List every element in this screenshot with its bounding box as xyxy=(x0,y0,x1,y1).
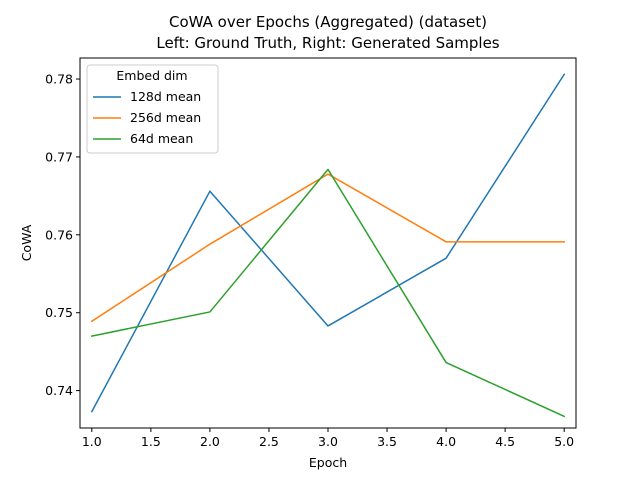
legend-label-256d: 256d mean xyxy=(130,110,201,125)
series-layer xyxy=(90,73,566,418)
y-tick-label: 0.74 xyxy=(45,383,73,398)
x-tick-label: 1.5 xyxy=(141,434,161,449)
y-tick-label: 0.75 xyxy=(45,305,73,320)
x-tick-label: 1.0 xyxy=(82,434,102,449)
legend-box xyxy=(86,64,219,154)
y-axis-ticks: 0.74 0.75 0.76 0.77 0.78 xyxy=(45,72,80,398)
legend-entry: 128d mean xyxy=(93,89,201,104)
legend-label-128d: 128d mean xyxy=(130,89,201,104)
series-line-64d xyxy=(90,168,566,418)
chart-title: CoWA over Epochs (Aggregated) (dataset) xyxy=(169,13,487,31)
legend-entry: 64d mean xyxy=(93,131,193,146)
legend: Embed dim 128d mean 256d mean 64d mean xyxy=(86,64,219,154)
legend-title: Embed dim xyxy=(116,68,187,83)
plot-area-frame xyxy=(79,57,577,429)
legend-label-64d: 64d mean xyxy=(130,131,193,146)
series-line-256d xyxy=(90,173,565,323)
y-axis-label: CoWA xyxy=(19,224,34,261)
legend-entry: 256d mean xyxy=(93,110,201,125)
x-tick-label: 2.0 xyxy=(200,434,220,449)
x-tick-label: 3.5 xyxy=(377,434,397,449)
series-line-128d xyxy=(90,73,566,413)
x-axis-label: Epoch xyxy=(309,455,347,470)
chart-subtitle: Left: Ground Truth, Right: Generated Sam… xyxy=(156,34,499,52)
x-tick-label: 5.0 xyxy=(554,434,574,449)
x-tick-label: 3.0 xyxy=(318,434,338,449)
x-tick-label: 4.5 xyxy=(495,434,515,449)
y-tick-label: 0.77 xyxy=(45,149,73,164)
y-tick-label: 0.78 xyxy=(45,72,73,87)
x-tick-label: 4.0 xyxy=(436,434,456,449)
y-tick-label: 0.76 xyxy=(45,227,73,242)
x-tick-label: 2.5 xyxy=(259,434,279,449)
x-axis-ticks: 1.0 1.5 2.0 2.5 3.0 3.5 4.0 4.5 5.0 xyxy=(82,428,574,449)
